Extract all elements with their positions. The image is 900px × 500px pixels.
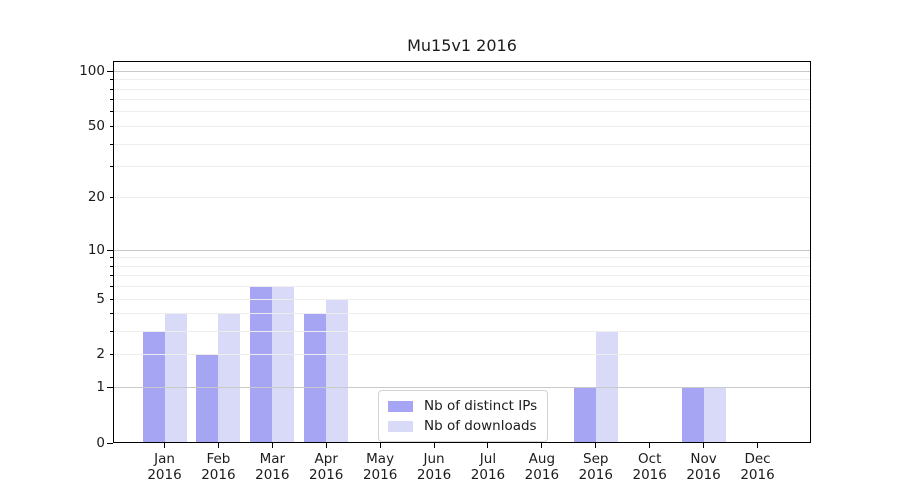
bar-mar-s0 <box>250 286 273 443</box>
bar-apr-s0 <box>304 313 327 443</box>
x-tick-label-aug: Aug 2016 <box>524 451 560 483</box>
y-tick-label-50: 50 <box>87 117 105 134</box>
y-minor-tick-70 <box>109 99 113 101</box>
gridline-y3 <box>113 331 811 333</box>
y-tick-label-10: 10 <box>87 241 105 258</box>
y-minor-tick-3 <box>109 331 113 333</box>
y-minor-tick-5 <box>109 298 113 300</box>
y-tick-label-100: 100 <box>79 62 105 79</box>
chart-title: Mu15v1 2016 <box>407 36 517 55</box>
y-minor-tick-8 <box>109 265 113 267</box>
gridline-y9 <box>113 257 811 259</box>
y-minor-tick-50 <box>109 125 113 127</box>
gridline-y5 <box>113 298 811 300</box>
x-tick-label-jan: Jan 2016 <box>147 451 182 483</box>
x-tick-dec <box>757 443 758 448</box>
y-minor-tick-40 <box>109 143 113 145</box>
y-minor-tick-2 <box>109 354 113 356</box>
bar-mar-s1 <box>272 286 295 443</box>
gridlines-layer <box>113 61 811 443</box>
gridline-y7 <box>113 275 811 277</box>
legend-swatch-downloads <box>388 420 413 432</box>
y-minor-tick-6 <box>109 286 113 288</box>
x-tick-apr <box>325 443 327 448</box>
gridline-y10 <box>113 249 811 251</box>
x-tick-label-dec: Dec 2016 <box>740 451 775 483</box>
gridline-y2 <box>113 354 811 356</box>
x-tick-sep <box>595 443 597 448</box>
legend-label-distinct-ips: Nb of distinct IPs <box>424 398 538 414</box>
x-tick-label-jun: Jun 2016 <box>416 451 452 483</box>
x-tick-label-mar: Mar 2016 <box>255 451 290 483</box>
x-tick-label-may: May 2016 <box>362 451 398 483</box>
gridline-y80 <box>113 88 811 90</box>
x-tick-label-oct: Oct 2016 <box>632 451 667 483</box>
gridline-y50 <box>113 125 811 127</box>
y-minor-tick-30 <box>109 166 113 167</box>
x-tick-oct <box>649 443 651 448</box>
gridline-y4 <box>113 313 811 315</box>
gridline-y40 <box>113 143 811 145</box>
x-tick-label-jul: Jul 2016 <box>470 451 506 483</box>
bar-feb-s0 <box>196 354 219 443</box>
bar-jan-s1 <box>164 313 187 443</box>
bar-nov-s0 <box>681 387 704 443</box>
y-tick-label-5: 5 <box>96 290 105 307</box>
y-minor-tick-4 <box>109 313 113 315</box>
x-tick-label-sep: Sep 2016 <box>578 451 613 483</box>
gridline-y30 <box>113 166 811 167</box>
legend: Nb of distinct IPs Nb of downloads <box>378 390 549 442</box>
bars-layer <box>113 61 811 443</box>
y-minor-tick-7 <box>109 275 113 277</box>
y-major-tick-10 <box>107 249 113 251</box>
y-minor-tick-60 <box>109 111 113 113</box>
gridline-y70 <box>113 99 811 101</box>
legend-item-distinct-ips: Nb of distinct IPs <box>388 398 537 414</box>
ticks-layer: 0 1 2 5 10 20 50 100 Jan 2016 Feb 2016 Mar 2016 Apr 201… <box>79 61 811 483</box>
y-major-tick-0 <box>107 443 113 444</box>
x-tick-feb <box>217 443 219 448</box>
gridline-y6 <box>113 286 811 288</box>
y-minor-tick-20 <box>109 197 113 199</box>
legend-label-downloads: Nb of downloads <box>424 418 537 434</box>
x-tick-nov <box>703 443 705 448</box>
x-tick-mar <box>271 443 273 448</box>
gridline-y60 <box>113 111 811 113</box>
y-tick-label-0: 0 <box>96 435 105 451</box>
gridline-y8 <box>113 265 811 267</box>
gridline-y1 <box>113 387 811 389</box>
legend-swatch-distinct-ips <box>388 400 413 412</box>
y-tick-label-20: 20 <box>87 189 105 206</box>
bar-feb-s1 <box>218 313 241 443</box>
y-tick-label-1: 1 <box>96 379 105 396</box>
x-tick-aug <box>541 443 543 448</box>
x-tick-may <box>379 443 381 448</box>
x-tick-jun <box>433 443 435 448</box>
y-tick-label-2: 2 <box>96 346 105 363</box>
y-minor-tick-90 <box>109 79 113 81</box>
bar-sep-s0 <box>573 387 596 443</box>
gridline-y100 <box>113 70 811 72</box>
x-tick-jan <box>164 443 165 448</box>
gridline-y90 <box>113 79 811 81</box>
y-major-tick-1 <box>107 387 113 389</box>
x-tick-jul <box>487 443 489 448</box>
gridline-y20 <box>113 197 811 199</box>
bar-apr-s1 <box>326 298 349 443</box>
plot-area: 0 1 2 5 10 20 50 100 Jan 2016 Feb 2016 Mar 2016 Apr 201… <box>79 61 811 483</box>
x-tick-label-feb: Feb 2016 <box>201 451 236 483</box>
x-tick-label-apr: Apr 2016 <box>309 451 344 483</box>
x-tick-label-nov: Nov 2016 <box>686 451 721 483</box>
legend-item-downloads: Nb of downloads <box>388 418 537 434</box>
y-minor-tick-80 <box>109 88 113 90</box>
y-major-tick-100 <box>107 70 113 72</box>
bar-nov-s1 <box>703 387 726 443</box>
y-minor-tick-9 <box>109 257 113 259</box>
